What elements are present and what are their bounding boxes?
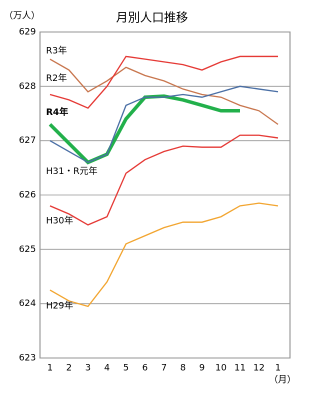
series-label: R3年	[46, 45, 67, 57]
y-tick-label: 624	[19, 299, 36, 309]
x-tick-label: 9	[199, 364, 205, 374]
x-tick-label: 5	[123, 364, 129, 374]
y-unit: （万人）	[4, 11, 40, 22]
x-tick-label: 8	[180, 364, 186, 374]
x-tick-label: 7	[161, 364, 167, 374]
series-label: R2年	[46, 72, 67, 84]
x-tick-label: 1	[47, 364, 53, 374]
x-tick-label: 6	[142, 364, 148, 374]
background	[0, 0, 303, 397]
x-unit: （月）	[269, 375, 296, 386]
y-tick-label: 625	[19, 245, 36, 255]
chart-title: 月別人口推移	[116, 11, 188, 25]
y-tick-label: 629	[19, 28, 36, 38]
series-line	[49, 202, 279, 308]
x-tick-label: 1	[275, 364, 281, 374]
x-tick-label: 11	[234, 364, 245, 374]
series-label: H29年	[46, 300, 73, 312]
x-tick-label: 2	[66, 364, 72, 374]
series-label: H30年	[46, 214, 73, 226]
x-tick-label: 4	[104, 364, 110, 374]
x-tick-label: 12	[253, 364, 264, 374]
y-tick-label: 628	[19, 82, 36, 92]
series-line	[49, 85, 279, 164]
x-tick-label: 10	[215, 364, 227, 374]
series-label: H31・R元年	[46, 165, 97, 177]
y-tick-label: 623	[19, 354, 36, 364]
y-tick-label: 627	[19, 136, 36, 146]
x-tick-label: 3	[85, 364, 91, 374]
series-line	[49, 58, 279, 125]
series-line	[49, 55, 278, 109]
series-label: R4年	[46, 106, 68, 118]
series-line	[49, 134, 279, 226]
y-tick-label: 626	[19, 191, 36, 201]
